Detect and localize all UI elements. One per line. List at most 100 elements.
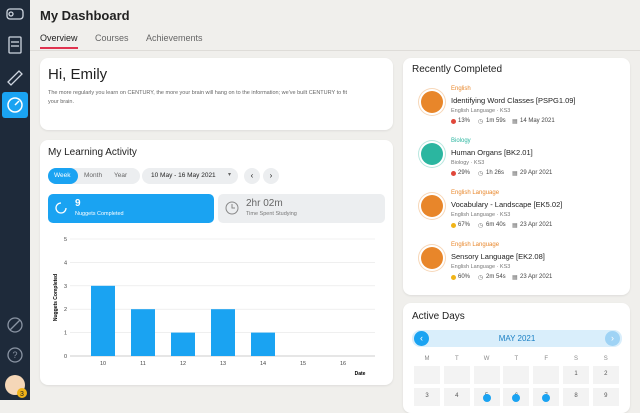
prev-month[interactable]: ‹ xyxy=(414,331,429,346)
month-bar xyxy=(412,330,622,347)
weekday: M xyxy=(424,356,430,362)
x-tick-label: 15 xyxy=(300,361,306,367)
next-month[interactable]: › xyxy=(605,331,620,346)
tab[interactable]: Achievements xyxy=(146,33,203,43)
weekday: S xyxy=(603,356,608,362)
item-time: 1m 59s xyxy=(486,118,506,124)
bar xyxy=(131,309,155,356)
item-date: 14 May 2021 xyxy=(520,118,555,124)
svg-text:?: ? xyxy=(12,350,17,360)
x-axis-title: Date xyxy=(355,371,366,377)
divider xyxy=(30,50,640,51)
tab[interactable]: Overview xyxy=(40,33,78,43)
prev-button[interactable]: ‹ xyxy=(244,168,260,184)
date-icon: ▦ xyxy=(512,171,518,177)
empty-cell xyxy=(503,366,530,384)
x-tick-label: 12 xyxy=(180,361,186,367)
x-tick-label: 10 xyxy=(100,361,106,367)
y-tick-label: 4 xyxy=(64,260,67,266)
empty-cell xyxy=(414,366,440,384)
item-title: Sensory Language [EK2.08] xyxy=(451,252,545,261)
welcome-text: The more regularly you learn on CENTURY,… xyxy=(48,90,348,105)
time-box xyxy=(218,194,385,223)
period-active xyxy=(48,168,78,184)
day-cell xyxy=(592,366,619,384)
bar xyxy=(91,285,115,356)
item-score: 67% xyxy=(458,222,471,228)
nuggets-value: 9 xyxy=(75,198,81,209)
active-dot xyxy=(542,394,551,402)
day: 9 xyxy=(604,393,608,399)
item-icon xyxy=(421,247,443,269)
welcome-card xyxy=(40,58,393,130)
day: 8 xyxy=(574,393,578,399)
tab-underline xyxy=(40,47,78,49)
period[interactable]: Month xyxy=(84,172,103,179)
item-date: 23 Apr 2021 xyxy=(520,274,553,280)
x-tick-label: 14 xyxy=(260,361,266,367)
sidebar xyxy=(0,0,30,400)
weekday: S xyxy=(573,356,578,362)
item-icon xyxy=(421,143,443,165)
item-subject: English Language xyxy=(451,242,500,248)
time-label: Time Spent Studying xyxy=(246,211,297,217)
weekday: W xyxy=(483,356,490,362)
empty-cell xyxy=(533,366,560,384)
time-value: 2hr 02m xyxy=(246,198,283,209)
time-icon: ◷ xyxy=(478,223,484,229)
bar xyxy=(251,332,275,356)
date-icon: ▦ xyxy=(512,275,518,281)
date-icon: ▦ xyxy=(512,119,518,125)
item-date: 29 Apr 2021 xyxy=(520,170,553,176)
item-title: Vocabulary - Landscape [EK5.02] xyxy=(451,200,563,209)
x-tick-label: 11 xyxy=(140,361,146,367)
y-tick-label: 0 xyxy=(64,354,67,360)
date-picker[interactable] xyxy=(142,168,238,184)
item-course: English Language · KS3 xyxy=(451,108,511,114)
badge: 3 xyxy=(20,391,24,398)
empty-cell xyxy=(473,366,500,384)
period[interactable]: Year xyxy=(114,172,128,179)
weekday: T xyxy=(454,356,459,362)
active-days-title: Active Days xyxy=(412,311,465,322)
weekday: T xyxy=(514,356,519,362)
item-time: 1h 26s xyxy=(486,170,505,176)
date-icon: ▦ xyxy=(512,223,518,229)
bar xyxy=(171,332,195,356)
bar xyxy=(211,309,235,356)
tab[interactable]: Courses xyxy=(95,33,129,43)
item-score: 60% xyxy=(458,274,471,280)
y-axis-title: Nuggets Completed xyxy=(53,274,59,321)
month: MAY 2021 xyxy=(498,334,536,343)
page-title: My Dashboard xyxy=(40,8,130,23)
item-icon xyxy=(421,195,443,217)
nuggets-box xyxy=(48,194,214,223)
welcome-title: Hi, Emily xyxy=(48,66,108,83)
nuggets-label: Nuggets Completed xyxy=(75,211,124,217)
date-range: 10 May - 16 May 2021 xyxy=(151,172,216,179)
item-course: Biology · KS3 xyxy=(451,160,485,166)
item-score: 13% xyxy=(458,118,471,124)
item-course: English Language · KS3 xyxy=(451,212,511,218)
nuggets-icon xyxy=(55,202,67,214)
time-icon: ◷ xyxy=(478,171,484,177)
y-tick-label: 1 xyxy=(64,331,67,337)
y-tick-label: 5 xyxy=(64,237,67,243)
active-dot xyxy=(512,394,521,402)
period[interactable]: Week xyxy=(54,172,71,179)
item-title: Identifying Word Classes [PSPG1.09] xyxy=(451,96,576,105)
sidebar-icons: ? 3 xyxy=(2,8,28,398)
x-tick-label: 16 xyxy=(340,361,346,367)
activity-title: My Learning Activity xyxy=(48,147,137,158)
next-button[interactable]: › xyxy=(263,168,279,184)
item-course: English Language · KS3 xyxy=(451,264,511,270)
time-icon: ◷ xyxy=(478,275,484,281)
recent-title: Recently Completed xyxy=(412,64,503,75)
score-icon xyxy=(451,275,456,280)
item-subject: English xyxy=(451,86,471,92)
score-icon xyxy=(451,119,456,124)
empty-cell xyxy=(443,366,470,384)
day: 3 xyxy=(425,393,429,399)
y-tick-label: 3 xyxy=(64,284,67,290)
